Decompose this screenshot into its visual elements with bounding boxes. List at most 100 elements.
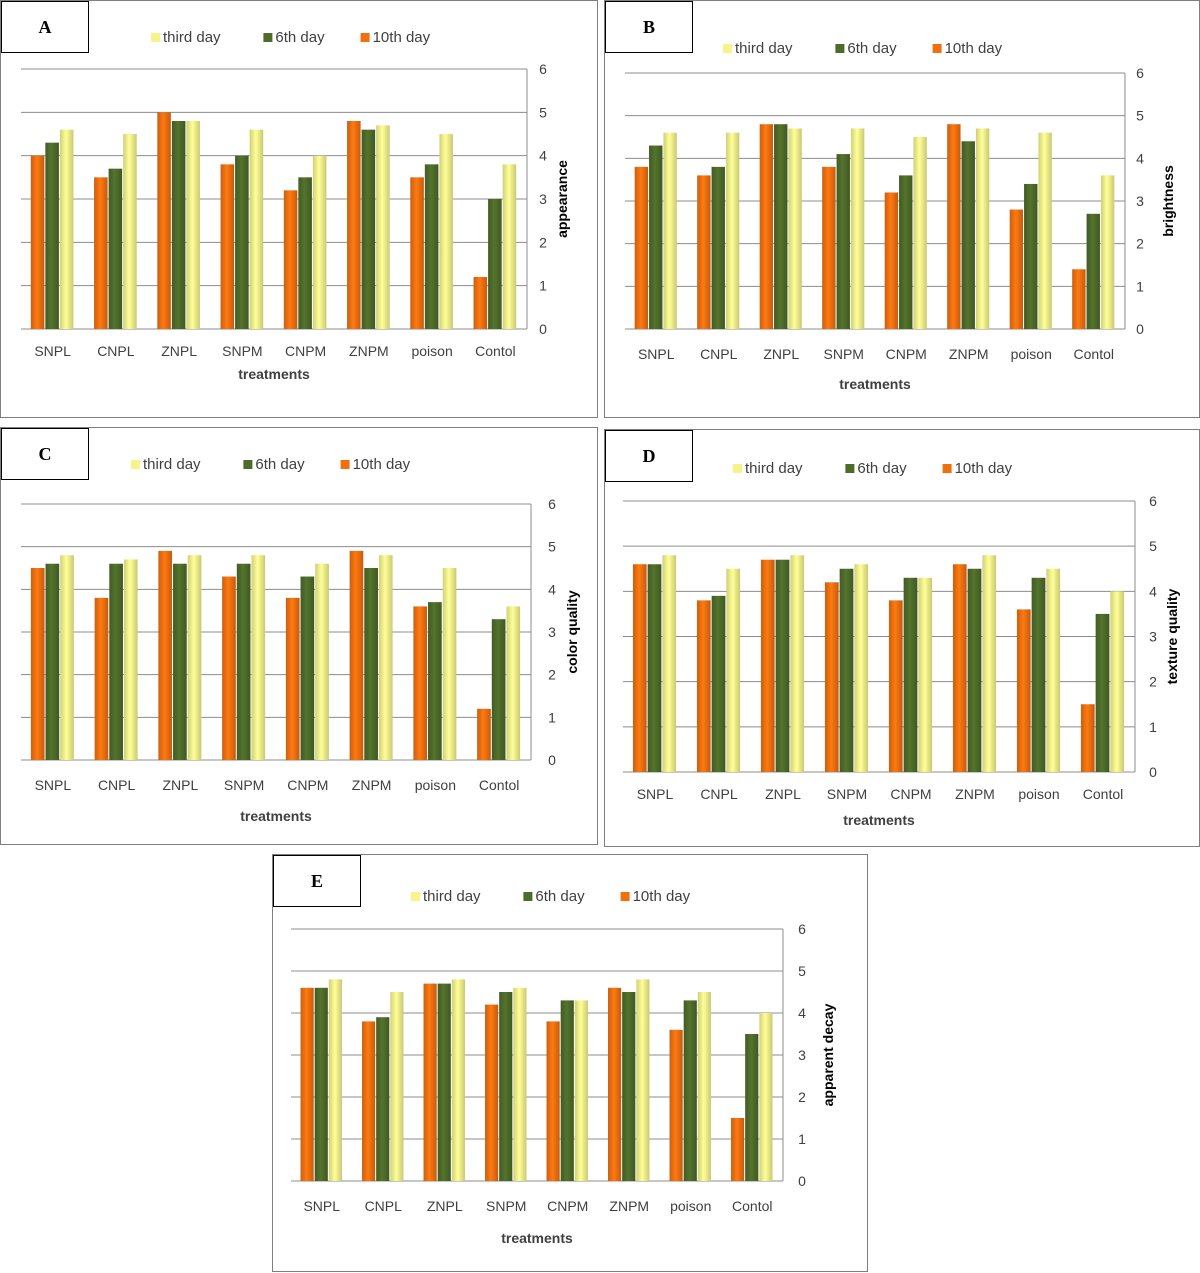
bar-6th-day-snpl xyxy=(314,987,328,1181)
bar-third-day-znpm xyxy=(982,555,997,772)
bar-10th-day-poison xyxy=(413,606,428,760)
bar-third-day-cnpm xyxy=(574,1000,588,1181)
bar-third-day-znpl xyxy=(187,555,202,760)
bar-10th-day-poison xyxy=(410,177,424,329)
bar-6th-day-snpl xyxy=(647,564,662,772)
x-category-label: SNPM xyxy=(827,786,867,802)
bar-6th-day-znpl xyxy=(437,983,451,1181)
bar-6th-day-znpm xyxy=(361,129,376,329)
bar-third-day-contol xyxy=(1110,591,1125,772)
bar-third-day-contol xyxy=(506,606,521,760)
chart-c-svg: 0 1 2 3 4 5 6 SNPL CNPL ZNPL SNPM CNPM ZNPM poison Con… xyxy=(21,456,580,824)
y-axis-title: brightness xyxy=(1160,165,1176,237)
panel-label-a: A xyxy=(1,1,89,53)
y-tick-label: 1 xyxy=(798,1131,806,1147)
bar-third-day-snpl xyxy=(59,129,74,329)
legend-swatch-10th-day xyxy=(620,892,630,901)
x-category-label: CNPM xyxy=(547,1198,588,1214)
y-tick-label: 3 xyxy=(548,624,556,640)
x-category-label: SNPM xyxy=(222,343,262,359)
bar-10th-day-cnpl xyxy=(696,600,711,772)
bar-10th-day-cnpm xyxy=(888,600,903,772)
x-category-label: poison xyxy=(670,1198,711,1214)
y-tick-label: 2 xyxy=(548,667,556,683)
legend-label-third-day: third day xyxy=(735,40,793,57)
bar-6th-day-znpm xyxy=(961,141,975,329)
legend-swatch-third-day xyxy=(733,464,742,473)
bar-third-day-snpm xyxy=(513,987,527,1181)
x-category-label: CNPL xyxy=(365,1198,403,1214)
x-category-label: SNPL xyxy=(35,777,72,793)
bar-third-day-cnpl xyxy=(725,132,740,329)
legend-swatch-6th-day xyxy=(523,892,533,901)
bar-10th-day-cnpl xyxy=(94,597,109,760)
bar-third-day-poison xyxy=(1046,568,1061,772)
x-category-label: ZNPL xyxy=(765,786,801,802)
bar-third-day-cnpl xyxy=(123,134,137,329)
bar-6th-day-cnpl xyxy=(109,563,123,760)
y-tick-label: 4 xyxy=(539,148,547,164)
y-tick-label: 3 xyxy=(798,1047,806,1063)
y-tick-label: 0 xyxy=(548,752,556,768)
y-tick-label: 3 xyxy=(1136,193,1144,209)
y-tick-label: 4 xyxy=(1149,583,1157,599)
panel-label-c: C xyxy=(1,428,89,480)
bar-third-day-znpm xyxy=(975,128,990,329)
bar-third-day-znpl xyxy=(790,555,805,772)
y-tick-label: 1 xyxy=(548,709,556,725)
x-category-label: poison xyxy=(411,343,452,359)
y-tick-label: 5 xyxy=(548,539,556,555)
bar-10th-day-cnpm xyxy=(884,192,899,329)
x-category-label: poison xyxy=(1011,346,1052,362)
x-category-label: poison xyxy=(1018,786,1059,802)
x-axis-title: treatments xyxy=(240,808,312,824)
y-tick-label: 0 xyxy=(798,1173,806,1189)
bar-10th-day-cnpm xyxy=(546,1021,560,1181)
bar-6th-day-snpm xyxy=(836,154,850,329)
x-category-label: CNPL xyxy=(700,786,738,802)
bar-6th-day-cnpl xyxy=(711,166,725,329)
bar-third-day-snpl xyxy=(663,132,677,329)
y-tick-label: 2 xyxy=(798,1089,806,1105)
y-tick-label: 4 xyxy=(1136,150,1144,166)
chart-panel-b: B 0 1 2 3 4 5 6 SNPL CNPL ZNPL SNPM CNPM ZNPM poison C… xyxy=(604,0,1200,418)
chart-panel-d: D 0 1 2 3 4 5 6 SNPL CNPL ZNPL SNPM CNPM ZNPM poison C… xyxy=(604,429,1200,847)
y-tick-label: 2 xyxy=(1149,674,1157,690)
y-axis-title: texture quality xyxy=(1164,588,1180,684)
legend-swatch-third-day xyxy=(151,33,160,42)
bar-10th-day-znpl xyxy=(158,550,173,760)
bar-6th-day-znpl xyxy=(775,559,790,772)
legend-label-6th-day: 6th day xyxy=(255,456,305,473)
y-axis-title: appearance xyxy=(554,160,570,238)
legend-label-6th-day: 6th day xyxy=(857,460,907,477)
y-tick-label: 6 xyxy=(798,921,806,937)
bar-6th-day-poison xyxy=(683,1000,697,1181)
bar-6th-day-snpm xyxy=(839,568,854,772)
x-category-label: Contol xyxy=(732,1198,772,1214)
bar-10th-day-snpl xyxy=(300,987,314,1181)
x-category-label: SNPM xyxy=(224,777,264,793)
x-category-label: CNPM xyxy=(287,777,328,793)
bar-third-day-cnpl xyxy=(726,568,741,772)
bar-third-day-znpl xyxy=(788,128,802,329)
bar-third-day-cnpm xyxy=(918,577,933,772)
bar-6th-day-znpl xyxy=(173,563,187,760)
x-category-label: ZNPM xyxy=(949,346,989,362)
legend-swatch-6th-day xyxy=(263,33,273,42)
bar-6th-day-znpm xyxy=(364,568,378,760)
y-tick-label: 0 xyxy=(539,321,547,337)
bar-10th-day-snpl xyxy=(634,166,649,329)
y-tick-label: 5 xyxy=(1136,108,1144,124)
bar-third-day-snpl xyxy=(328,979,342,1181)
bar-6th-day-contol xyxy=(488,199,502,329)
bar-6th-day-cnpm xyxy=(300,576,315,760)
bar-6th-day-cnpl xyxy=(108,168,123,329)
bar-10th-day-cnpl xyxy=(94,177,108,329)
y-tick-label: 2 xyxy=(1136,236,1144,252)
x-category-label: CNPM xyxy=(886,346,927,362)
bar-6th-day-cnpl xyxy=(711,595,726,772)
bar-6th-day-contol xyxy=(745,1034,759,1181)
bar-third-day-snpm xyxy=(251,555,266,760)
bar-10th-day-snpm xyxy=(222,576,236,760)
panel-label-d: D xyxy=(605,430,693,482)
